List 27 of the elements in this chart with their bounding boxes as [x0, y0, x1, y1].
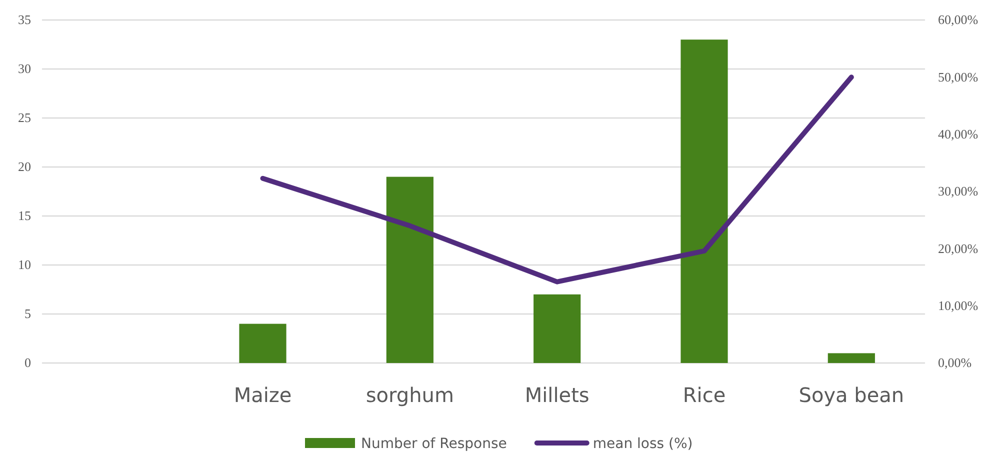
x-tick-label: Maize — [234, 383, 292, 407]
y-tick-label: 25 — [18, 110, 31, 126]
legend-label: Number of Response — [361, 436, 507, 452]
legend-label: mean loss (%) — [592, 436, 693, 452]
y2-tick-label: 0,00% — [938, 355, 972, 370]
y2-tick-label: 50,00% — [938, 69, 978, 84]
bar — [680, 40, 728, 363]
y2-tick-label: 20,00% — [938, 240, 978, 256]
x-tick-label: sorghum — [366, 383, 454, 407]
y-tick-label: 5 — [24, 306, 31, 322]
y2-tick-label: 30,00% — [938, 184, 978, 199]
bar — [534, 294, 581, 363]
bar — [239, 324, 286, 363]
y2-tick-label: 40,00% — [938, 126, 978, 142]
x-tick-label: Millets — [524, 383, 590, 407]
x-tick-label: Soya bean — [798, 383, 904, 407]
x-tick-label: Rice — [682, 383, 726, 407]
y2-tick-label: 60,00% — [938, 12, 978, 28]
bar — [828, 353, 875, 363]
y-tick-label: 20 — [18, 159, 31, 174]
y-tick-label: 15 — [18, 208, 31, 224]
bar — [386, 176, 434, 363]
y-tick-label: 35 — [18, 12, 31, 28]
y-tick-label: 10 — [18, 257, 31, 272]
y-tick-label: 0 — [24, 355, 31, 370]
y2-tick-label: 10,00% — [938, 298, 978, 313]
y-tick-label: 30 — [18, 61, 31, 76]
